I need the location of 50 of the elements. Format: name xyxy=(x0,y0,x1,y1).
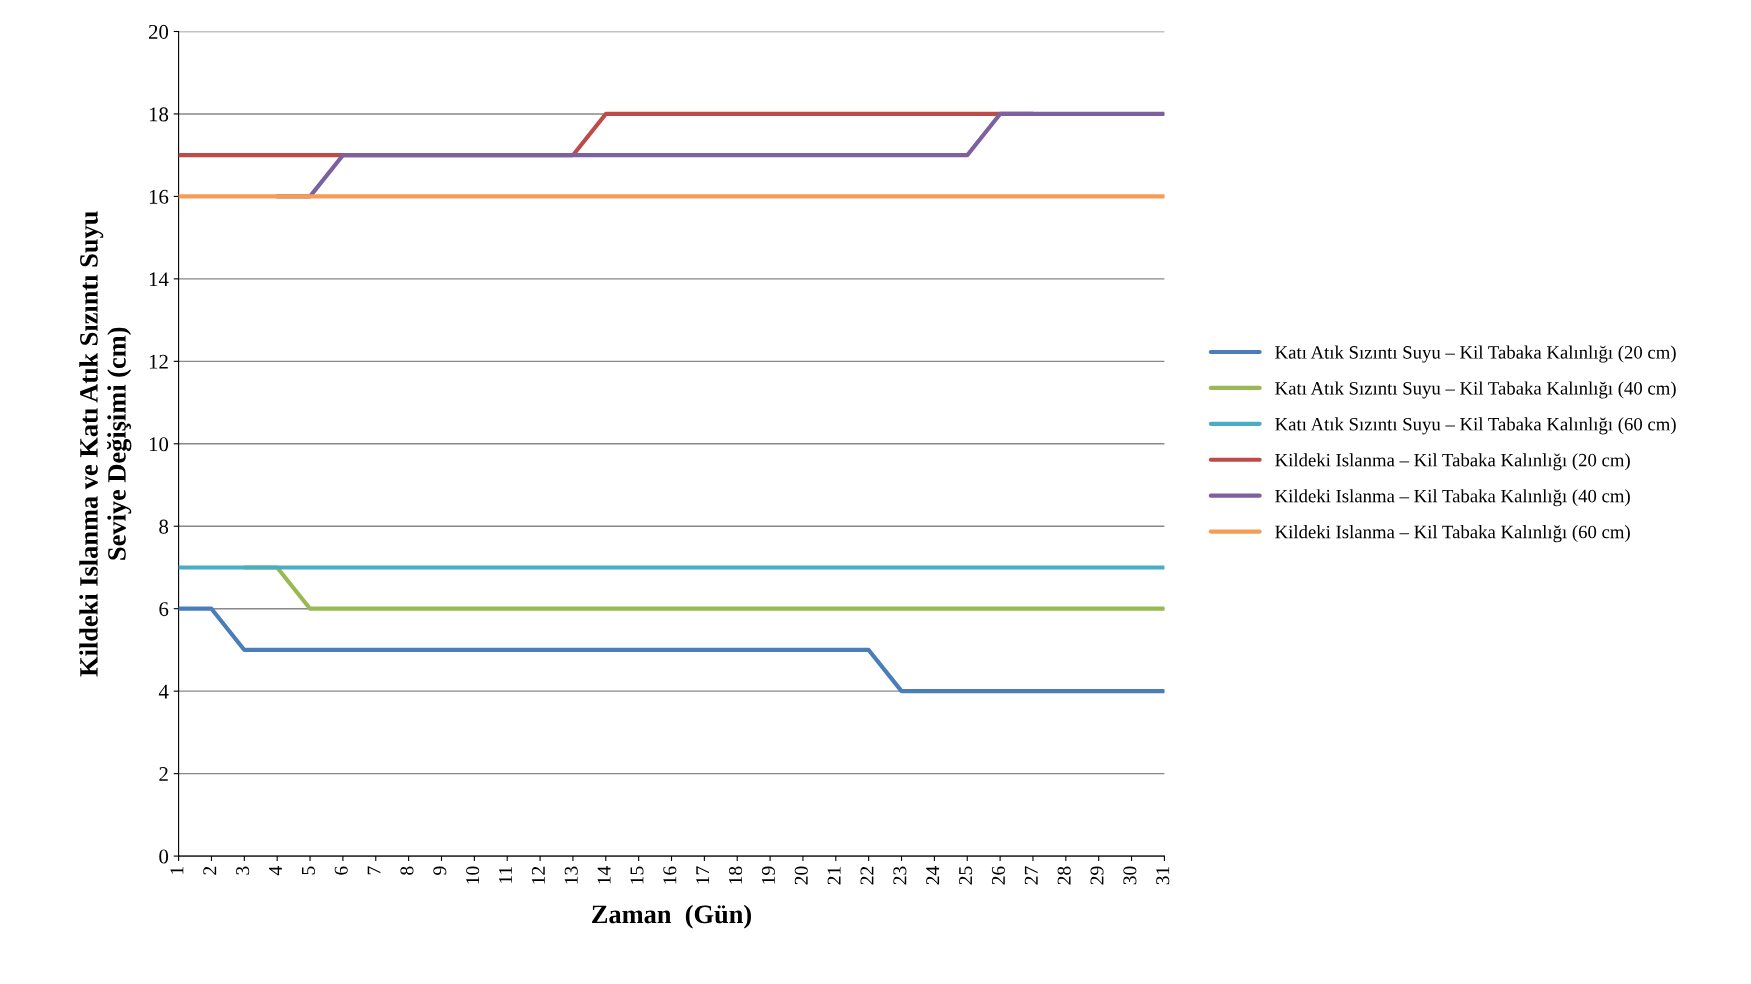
x-tick-label: 11 xyxy=(499,866,512,883)
x-tick-label: 18 xyxy=(728,866,743,884)
y-tick-label: 14 xyxy=(149,272,169,287)
legend-label: Kildeki Islanma – Kil Tabaka Kalınlığı (20 cm) xyxy=(1275,453,1630,471)
legend-label: Kildeki Islanma – Kil Tabaka Kalınlığı (60 cm) xyxy=(1275,525,1630,543)
x-tick-label: 22 xyxy=(860,866,874,885)
x-tick-label: 13 xyxy=(564,866,578,884)
y-tick-label: 18 xyxy=(149,107,169,122)
legend-label: Kildeki Islanma – Kil Tabaka Kalınlığı (40 cm) xyxy=(1275,489,1630,507)
x-tick-label: 21 xyxy=(827,866,841,885)
x-tick-label: 26 xyxy=(991,866,1005,885)
x-tick-label: 28 xyxy=(1057,866,1071,885)
legend-label: Katı Atık Sızıntı Suyu – Kil Tabaka Kalınlığı (60 cm) xyxy=(1275,417,1676,435)
x-tick-label: 14 xyxy=(597,866,611,884)
x-tick-label: 12 xyxy=(531,866,545,884)
x-tick-label: 29 xyxy=(1090,866,1104,885)
x-tick-label: 4 xyxy=(269,866,282,876)
x-tick-label: 25 xyxy=(959,866,973,885)
y-tick-label: 2 xyxy=(159,767,168,781)
y-tick-label: 20 xyxy=(148,24,169,39)
x-tick-label: 8 xyxy=(400,866,414,875)
y-tick-label: 12 xyxy=(149,354,168,369)
x-tick-label: 9 xyxy=(433,866,447,875)
legend-label: Katı Atık Sızıntı Suyu – Kil Tabaka Kalınlığı (20 cm) xyxy=(1275,345,1676,363)
x-axis-title: Zaman (Gün) xyxy=(592,904,751,929)
legend-label: Katı Atık Sızıntı Suyu – Kil Tabaka Kalınlığı (40 cm) xyxy=(1275,381,1676,399)
y-axis-title: Kildeki Islanma ve Katı Atık Sızıntı Suyu Seviye Değişimi (cm) xyxy=(79,211,132,677)
x-tick-label: 3 xyxy=(236,866,250,875)
x-tick-label: 19 xyxy=(761,866,775,884)
x-tick-label: 2 xyxy=(203,866,217,875)
y-tick-label: 4 xyxy=(158,684,169,699)
x-tick-label: 6 xyxy=(334,866,348,875)
x-tick-label: 5 xyxy=(301,866,315,875)
y-tick-label: 8 xyxy=(159,519,169,534)
x-tick-label: 24 xyxy=(926,866,940,885)
x-tick-label: 7 xyxy=(367,866,381,875)
y-tick-label: 6 xyxy=(159,602,169,617)
x-tick-label: 15 xyxy=(630,866,644,884)
x-tick-label: 20 xyxy=(794,866,808,885)
y-tick-label: 16 xyxy=(149,189,169,204)
x-tick-label: 16 xyxy=(663,866,677,884)
x-tick-label: 10 xyxy=(466,866,480,884)
y-tick-label: 10 xyxy=(149,437,169,452)
x-tick-label: 31 xyxy=(1156,866,1170,885)
x-tick-label: 27 xyxy=(1024,866,1038,885)
x-tick-label: 1 xyxy=(170,866,184,874)
x-tick-label: 17 xyxy=(696,866,710,884)
y-tick-label: 0 xyxy=(159,849,169,864)
x-tick-label: 23 xyxy=(893,866,907,885)
x-tick-label: 30 xyxy=(1123,866,1137,885)
